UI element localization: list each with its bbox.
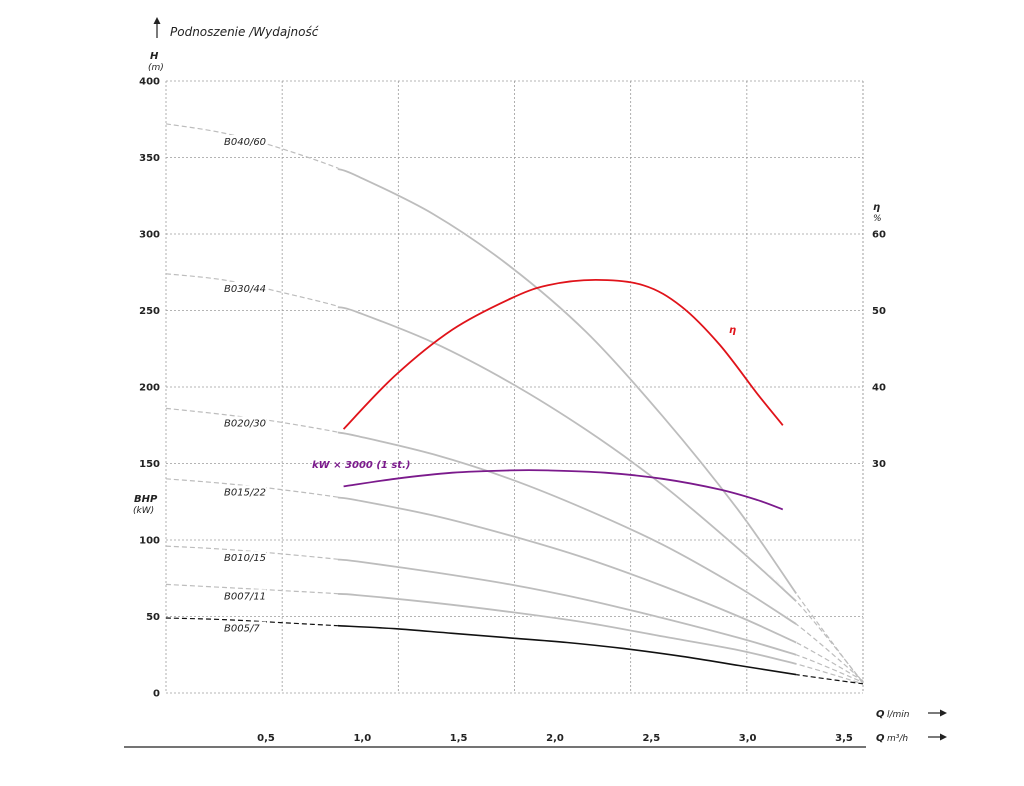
y-tick-labels: 0 50 100 150 200 250 300 350 400 bbox=[139, 77, 160, 700]
series-label-bg bbox=[220, 281, 266, 294]
bhp-axis-label: BHP bbox=[134, 494, 158, 505]
y-tick-label: 250 bbox=[139, 306, 160, 317]
x-tick-label: 2,0 bbox=[546, 733, 564, 744]
series-label-b030-44: B030/44 bbox=[224, 284, 266, 295]
series-label-bg bbox=[220, 135, 266, 148]
series-label-b007-11: B007/11 bbox=[224, 591, 266, 602]
y-axis-label: H bbox=[150, 51, 159, 62]
series-line-eta bbox=[342, 278, 784, 430]
series-labels: B040/60 B030/44 B020/30 B015/22 B010/15 B007/… bbox=[220, 135, 736, 635]
series-line-b010-15 bbox=[337, 558, 797, 656]
y-tick-label: 100 bbox=[139, 536, 160, 547]
y-tick-label: 50 bbox=[146, 612, 160, 623]
series-label-bg bbox=[220, 589, 266, 602]
series-line-mask-b040-60 bbox=[337, 167, 798, 595]
series-line-kw-3000-1-st bbox=[343, 469, 784, 511]
series-line-mask-b005-7 bbox=[337, 624, 797, 677]
series-line-b020-30 bbox=[337, 431, 797, 625]
bhp-axis-unit: (kW) bbox=[133, 506, 154, 516]
series-line-b030-44 bbox=[337, 306, 797, 602]
grid bbox=[165, 80, 864, 694]
eta-tick-label: 60 bbox=[872, 230, 886, 241]
series-line-mask-b010-15 bbox=[337, 558, 797, 657]
x-tick-label: 0,5 bbox=[257, 733, 275, 744]
series-label-bg bbox=[220, 485, 266, 498]
series-line-b040-60 bbox=[337, 168, 797, 595]
series-label-b015-22: B015/22 bbox=[224, 487, 266, 498]
eta-tick-label: 30 bbox=[872, 459, 886, 470]
series-label-b010-15: B010/15 bbox=[224, 553, 266, 564]
chart-title: Podnoszenie /Wydajność bbox=[170, 25, 319, 39]
y-axis-unit: (m) bbox=[148, 63, 164, 73]
kw-curve-label: kW × 3000 (1 st.) bbox=[312, 460, 410, 471]
up-arrow-head-icon bbox=[153, 17, 161, 24]
series-line-b015-22 bbox=[337, 496, 797, 644]
x-tick-labels: 0,5 1,0 1,5 2,0 2,5 3,0 3,5 bbox=[257, 733, 853, 744]
eta-curve-label: η bbox=[729, 325, 736, 336]
y-tick-label: 400 bbox=[139, 77, 160, 88]
x-tick-label: 2,5 bbox=[642, 733, 660, 744]
q-lmin-label: Q l/min bbox=[876, 709, 947, 720]
y-tick-label: 300 bbox=[139, 230, 160, 241]
right-arrow-head-icon-2 bbox=[940, 733, 947, 741]
series-lines bbox=[165, 123, 864, 685]
eta-tick-labels: 30 40 50 60 bbox=[872, 230, 886, 471]
y-tick-label: 150 bbox=[139, 459, 160, 470]
eta-axis-unit: % bbox=[873, 214, 882, 224]
series-line-mask-b030-44 bbox=[337, 305, 798, 603]
x-tick-label: 1,5 bbox=[450, 733, 468, 744]
right-arrow-head-icon bbox=[940, 709, 947, 717]
q-m3h-label: Q m³/h bbox=[876, 733, 947, 744]
series-label-bg bbox=[220, 621, 266, 634]
q-lmin-unit: l/min bbox=[887, 710, 910, 720]
y-tick-label: 200 bbox=[139, 383, 160, 394]
x-tick-label: 3,0 bbox=[739, 733, 757, 744]
eta-tick-label: 50 bbox=[872, 306, 886, 317]
y-tick-label: 0 bbox=[153, 689, 160, 700]
q-m3h-unit: m³/h bbox=[887, 734, 908, 744]
x-tick-label: 3,5 bbox=[835, 733, 853, 744]
series-label-bg bbox=[220, 416, 266, 429]
q-m3h-q: Q bbox=[876, 733, 885, 744]
eta-tick-label: 40 bbox=[872, 383, 886, 394]
title-group: Podnoszenie /Wydajność bbox=[153, 17, 319, 39]
eta-axis-label: η bbox=[873, 202, 880, 213]
series-line-b005-7 bbox=[337, 624, 797, 676]
series-label-bg bbox=[220, 551, 266, 564]
x-tick-label: 1,0 bbox=[353, 733, 371, 744]
y-tick-label: 350 bbox=[139, 153, 160, 164]
series-line-b007-11 bbox=[337, 593, 797, 665]
series-label-b040-60: B040/60 bbox=[224, 137, 266, 148]
series-label-b020-30: B020/30 bbox=[224, 419, 266, 430]
q-lmin-q: Q bbox=[876, 709, 885, 720]
series-label-b005-7: B005/7 bbox=[224, 624, 260, 635]
